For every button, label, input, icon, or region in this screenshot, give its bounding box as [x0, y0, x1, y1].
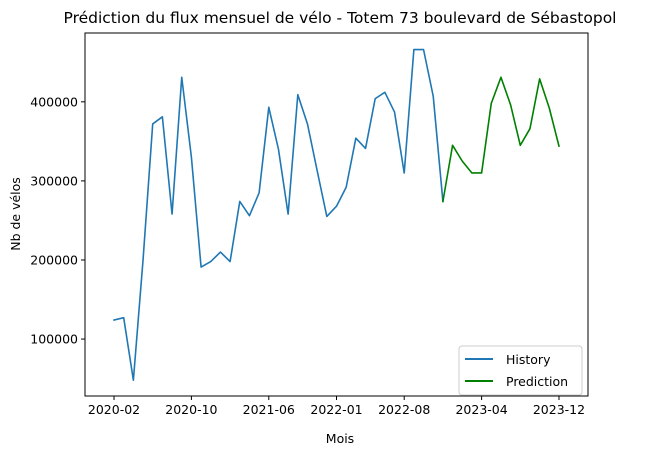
legend-label-prediction: Prediction: [506, 374, 568, 389]
y-tick-label: 300000: [30, 173, 78, 188]
series-line-history: [113, 48, 444, 381]
y-tick-label: 200000: [30, 252, 78, 267]
chart-title: Prédiction du flux mensuel de vélo - Tot…: [64, 9, 617, 27]
x-axis: 2020-02 2020-10 2021-06 2022-01 2022-08 2023-…: [88, 396, 585, 417]
x-tick-label: 2022-01: [310, 402, 362, 417]
y-tick-label: 400000: [30, 94, 78, 109]
x-tick-label: 2020-02: [88, 402, 140, 417]
series-line-prediction: [441, 76, 560, 203]
series-layer: [113, 48, 560, 381]
x-tick-label: 2020-10: [165, 402, 217, 417]
plot-background: [85, 33, 588, 396]
x-tick-label: 2022-08: [378, 402, 430, 417]
y-axis: 100000 200000 300000 400000: [30, 94, 85, 347]
x-tick-label: 2023-04: [455, 402, 507, 417]
y-axis-label: Nb de vélos: [8, 177, 23, 251]
x-tick-label: 2023-12: [533, 402, 585, 417]
legend-label-history: History: [506, 352, 551, 367]
y-tick-label: 100000: [30, 332, 78, 347]
x-axis-label: Mois: [326, 431, 354, 446]
legend: History Prediction: [458, 345, 583, 396]
x-tick-label: 2021-06: [243, 402, 295, 417]
